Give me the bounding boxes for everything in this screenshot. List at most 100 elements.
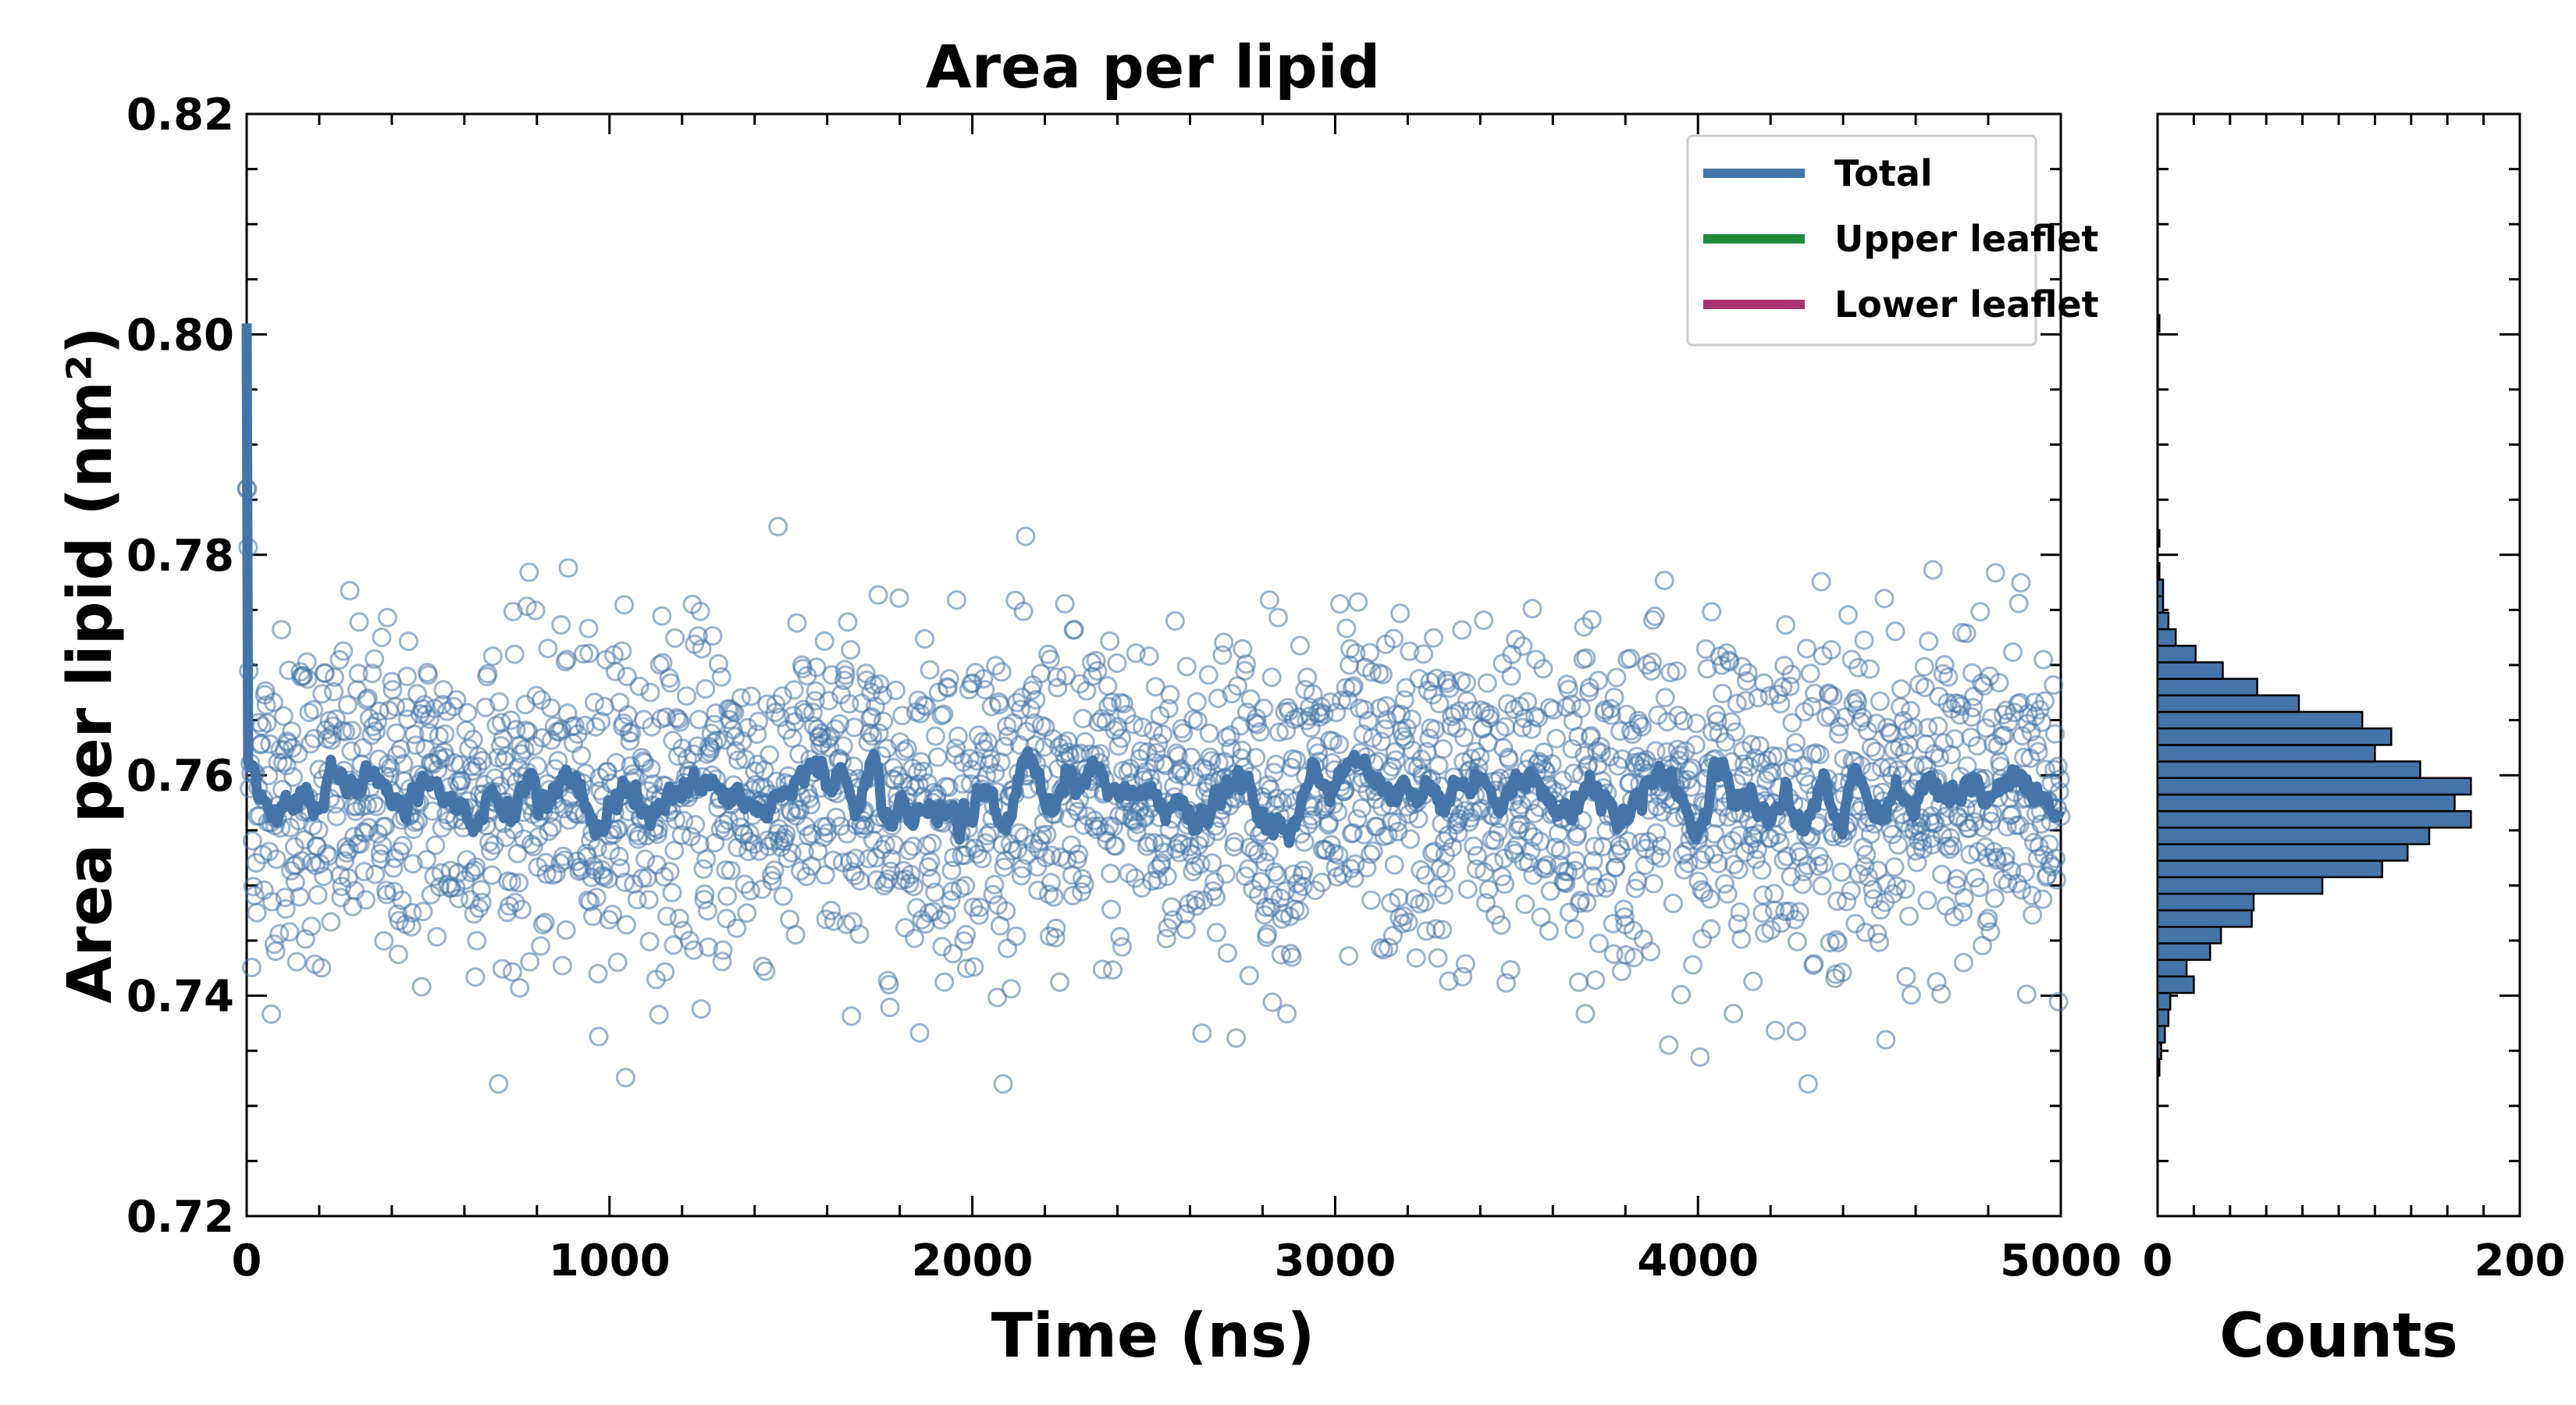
scatter-point — [753, 956, 773, 976]
scatter-point — [1944, 729, 1965, 749]
scatter-point — [1340, 638, 1361, 659]
scatter-point — [457, 702, 478, 723]
scatter-point — [505, 892, 525, 912]
scatter-point — [564, 716, 585, 736]
scatter-point — [814, 631, 834, 651]
scatter-point — [958, 838, 977, 858]
scatter-point — [855, 816, 875, 836]
scatter-point — [1727, 914, 1748, 934]
scatter-point — [364, 794, 384, 813]
scatter-point — [986, 656, 1006, 676]
scatter-point — [1112, 937, 1132, 957]
scatter-point — [353, 738, 373, 758]
scatter-point — [1493, 738, 1514, 758]
scatter-point — [880, 998, 900, 1018]
scatter-point — [1933, 663, 1953, 684]
scatter-point — [1017, 845, 1037, 866]
scatter-point — [1087, 661, 1108, 681]
scatter-point — [1384, 855, 1404, 875]
scatter-point — [468, 756, 488, 777]
scatter-point — [1706, 704, 1726, 724]
histogram-bar — [2156, 760, 2421, 779]
scatter-point — [660, 862, 680, 882]
hist-x-tick-label: 200 — [2475, 1236, 2566, 1286]
scatter-point — [996, 901, 1016, 921]
hist-x-tick-label: 0 — [2143, 1236, 2173, 1286]
scatter-point — [1663, 893, 1683, 913]
scatter-point — [1802, 696, 1822, 717]
scatter-point — [677, 686, 697, 706]
scatter-point — [242, 958, 262, 977]
scatter-point — [825, 719, 845, 739]
scatter-point — [1606, 667, 1627, 688]
scatter-point — [711, 667, 731, 687]
scatter-point — [737, 903, 757, 923]
scatter-point — [1235, 660, 1255, 681]
scatter-point — [1187, 692, 1207, 712]
scatter-point — [1673, 711, 1693, 731]
histogram-bar — [2156, 991, 2172, 1011]
scatter-point — [372, 835, 393, 855]
scatter-point — [1247, 708, 1267, 728]
scatter-point — [1341, 859, 1361, 879]
scatter-point — [1642, 661, 1661, 681]
scatter-point — [1272, 792, 1293, 813]
scatter-point — [531, 936, 551, 956]
scatter-point — [1899, 906, 1920, 927]
scatter-point — [649, 1005, 669, 1025]
scatter-point — [899, 873, 920, 894]
scatter-point — [342, 720, 362, 741]
scatter-point — [1708, 853, 1728, 873]
scatter-point — [845, 848, 866, 869]
scatter-point — [1752, 860, 1772, 880]
scatter-point — [1859, 659, 1880, 679]
scatter-point — [504, 644, 525, 664]
scatter-point — [1704, 844, 1724, 864]
scatter-point — [1025, 735, 1045, 756]
histogram-bar — [2156, 528, 2161, 548]
scatter-point — [1064, 620, 1084, 640]
scatter-point — [535, 912, 555, 933]
scatter-point — [1379, 761, 1400, 781]
scatter-point — [1126, 643, 1146, 663]
scatter-point — [731, 688, 751, 708]
scatter-point — [1173, 723, 1194, 743]
scatter-point — [501, 710, 521, 731]
histogram-bar — [2156, 1041, 2162, 1061]
scatter-point — [538, 638, 558, 659]
scatter-point — [411, 976, 432, 997]
scatter-point — [635, 849, 656, 870]
scatter-point — [2035, 691, 2055, 711]
scatter-point — [1330, 594, 1350, 614]
scatter-point — [1268, 722, 1289, 742]
scatter-point — [656, 707, 676, 727]
scatter-point — [1914, 656, 1934, 677]
scatter-point — [1462, 701, 1482, 721]
scatter-point — [876, 873, 896, 893]
scatter-point — [1963, 698, 1983, 718]
scatter-point — [614, 595, 635, 615]
scatter-point — [830, 713, 850, 734]
scatter-point — [1856, 923, 1876, 942]
scatter-point — [1681, 777, 1702, 797]
scatter-point — [1348, 592, 1368, 612]
scatter-point — [1476, 893, 1496, 913]
scatter-point — [2033, 889, 2053, 909]
scatter-point — [1670, 745, 1690, 765]
scatter-point — [1720, 652, 1740, 672]
scatter-point — [1848, 657, 1868, 678]
scatter-point — [1724, 855, 1744, 875]
scatter-point — [977, 826, 998, 846]
scatter-point — [1408, 809, 1429, 829]
scatter-point — [1884, 857, 1905, 877]
scatter-point — [930, 909, 951, 930]
scatter-point — [942, 881, 962, 902]
scatter-point — [849, 924, 870, 944]
scatter-point — [1838, 605, 1858, 625]
scatter-point — [813, 827, 834, 848]
scatter-point — [1714, 873, 1735, 894]
scatter-point — [1786, 732, 1806, 752]
scatter-point — [2003, 642, 2023, 662]
scatter-point — [747, 724, 767, 745]
scatter-point — [1931, 984, 1952, 1004]
